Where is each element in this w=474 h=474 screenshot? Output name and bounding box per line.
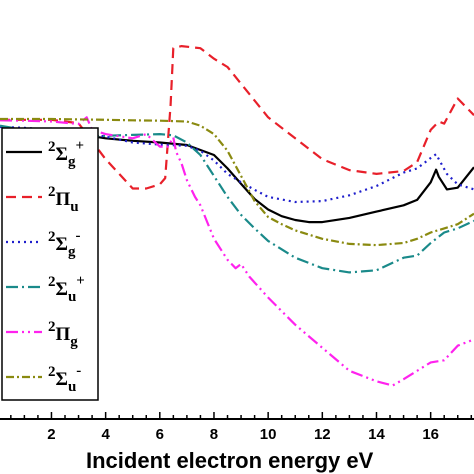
legend-box [1,127,99,401]
legend: 2Σg+ 2Πu 2Σg- 2Σu+ 2Πg 2Σu- [1,127,99,401]
series-line-4 [0,124,474,274]
legend-label-1: 2Σg+ [48,138,84,170]
x-axis-ticks: 2 4 6 8 10 12 14 16 [10,412,473,443]
legend-label-5: 2Πg [48,319,78,350]
x-tick-label: 2 [47,426,55,443]
x-tick-label: 16 [422,426,439,443]
x-tick-label: 8 [210,426,218,443]
series-line-6 [0,117,474,247]
series-line-3 [0,125,474,204]
x-tick-label: 14 [368,426,385,443]
series-line-2 [0,44,474,190]
legend-label-4: 2Σu+ [48,273,85,305]
x-tick-label: 10 [260,426,277,443]
x-tick-label: 4 [101,426,110,443]
x-tick-label: 12 [314,426,331,443]
legend-label-6: 2Σu- [48,363,81,395]
x-tick-label: 6 [156,426,164,443]
legend-label-3: 2Σg- [48,228,80,260]
x-axis-title: Incident electron energy eV [86,448,374,473]
legend-label-2: 2Πu [48,184,79,215]
